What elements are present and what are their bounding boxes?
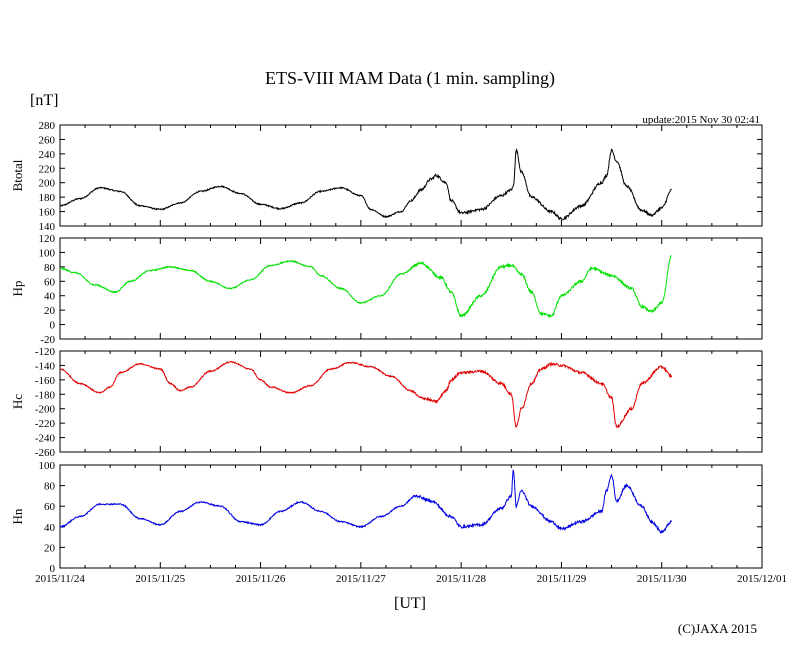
panel-label-btotal: Btotal [10, 159, 25, 191]
y-tick-label: 240 [39, 149, 56, 161]
panel-frame [59, 237, 763, 340]
y-tick-label: 40 [44, 291, 56, 303]
y-tick-label: 180 [39, 192, 56, 204]
x-tick-label: 2015/11/30 [637, 573, 687, 585]
y-tick-label: -120 [35, 346, 56, 358]
y-tick-label: 20 [44, 305, 56, 317]
series-line-hp [59, 255, 672, 319]
x-tick-label: 2015/11/28 [436, 573, 486, 585]
y-tick-label: 280 [39, 120, 56, 132]
y-tick-label: -180 [35, 389, 56, 401]
y-tick-label: -220 [35, 418, 56, 430]
y-tick-label: -160 [35, 375, 56, 387]
x-tick-label: 2015/11/27 [336, 573, 386, 585]
series-line-btotal [59, 147, 672, 221]
y-tick-label: 120 [39, 233, 56, 245]
panel-hn: 100 80 60 40 20 0 Hn [10, 460, 763, 575]
x-tick-label: 2015/11/24 [35, 573, 85, 585]
y-tick-label: -20 [40, 334, 55, 346]
panel-label-hc: Hc [10, 394, 25, 409]
y-tick-label: 60 [44, 276, 56, 288]
x-tick-label: 2015/11/26 [236, 573, 286, 585]
panel-frame [59, 464, 763, 569]
y-tick-label: 160 [39, 207, 56, 219]
y-tick-label: 260 [39, 134, 56, 146]
y-tick-label: 220 [39, 163, 56, 175]
x-tick-label: 2015/11/25 [135, 573, 185, 585]
y-tick-label: 140 [39, 221, 56, 233]
y-tick-label: 80 [44, 262, 56, 274]
panel-hp: 120 100 80 60 40 20 0 -20 Hp [10, 233, 763, 346]
y-tick-label: 20 [44, 542, 56, 554]
series-line-hc [59, 360, 673, 429]
x-tick-label: 2015/12/01 [737, 573, 787, 585]
y-tick-label: 200 [39, 178, 56, 190]
panel-label-hp: Hp [10, 281, 25, 297]
y-tick-label: 0 [50, 320, 56, 332]
y-tick-label: 100 [39, 460, 56, 472]
x-axis-title: [UT] [394, 595, 426, 612]
copyright-label: (C)JAXA 2015 [678, 621, 757, 636]
x-tick-label: 2015/11/29 [537, 573, 587, 585]
panels-group: 280260240220200180160140Btotal1201008060… [10, 120, 763, 575]
y-tick-label: -260 [35, 447, 56, 459]
y-tick-label: 40 [44, 522, 56, 534]
y-tick-label: 0 [50, 563, 56, 575]
y-tick-label: -140 [35, 360, 56, 372]
panel-btotal: 280 260 240 220 200 180 160 140 Btotal [10, 120, 763, 233]
series-line-hn [59, 469, 673, 534]
chart-title: ETS-VIII MAM Data (1 min. sampling) [265, 68, 555, 89]
y-tick-label: 80 [44, 481, 56, 493]
x-axis-ticks: 2015/11/24 2015/11/25 2015/11/26 2015/11/27… [35, 573, 787, 585]
panel-frame [59, 350, 763, 453]
y-tick-label: 60 [44, 501, 56, 513]
panel-hc: -120 -140 -160 -180 -200 -220 -240 -260 Hc [10, 346, 763, 459]
units-label: [nT] [30, 92, 58, 109]
y-tick-label: -200 [35, 404, 56, 416]
panel-label-hn: Hn [10, 508, 25, 524]
y-tick-label: -240 [35, 433, 56, 445]
update-timestamp: update:2015 Nov 30 02:41 [642, 114, 760, 126]
y-tick-label: 100 [39, 247, 56, 259]
